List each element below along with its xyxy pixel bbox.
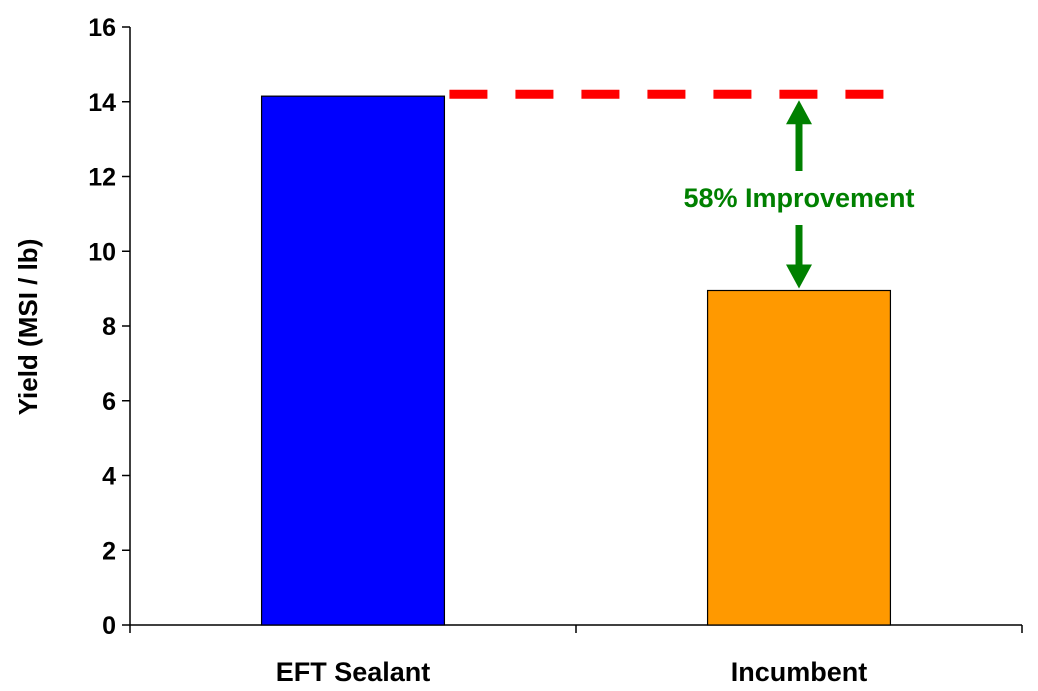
bars	[260, 95, 892, 626]
arrow-up-head	[786, 100, 812, 125]
annotation-label: 58% Improvement	[683, 183, 914, 213]
x-axis: EFT Sealant Incumbent	[129, 624, 1023, 687]
arrow-down-head	[786, 264, 812, 289]
y-axis-label: Yield (MSI / lb)	[13, 239, 43, 416]
x-tick-label: EFT Sealant	[276, 657, 431, 687]
y-tick-label: 12	[88, 164, 116, 192]
y-tick-label: 16	[88, 14, 116, 42]
bar	[260, 95, 446, 626]
annotation: 58% Improvement	[449, 89, 915, 289]
y-tick-label: 10	[88, 238, 116, 266]
y-tick-label: 2	[102, 537, 116, 565]
y-tick-label: 6	[102, 388, 116, 416]
y-tick-label: 4	[102, 463, 116, 491]
y-axis: 0 2 4 6 8 10 12 14 16	[88, 14, 131, 640]
x-tick-label: Incumbent	[731, 657, 868, 687]
bar	[706, 289, 892, 626]
y-tick-label: 8	[102, 313, 116, 341]
y-tick-label: 14	[88, 89, 116, 117]
y-tick-label: 0	[102, 612, 116, 640]
